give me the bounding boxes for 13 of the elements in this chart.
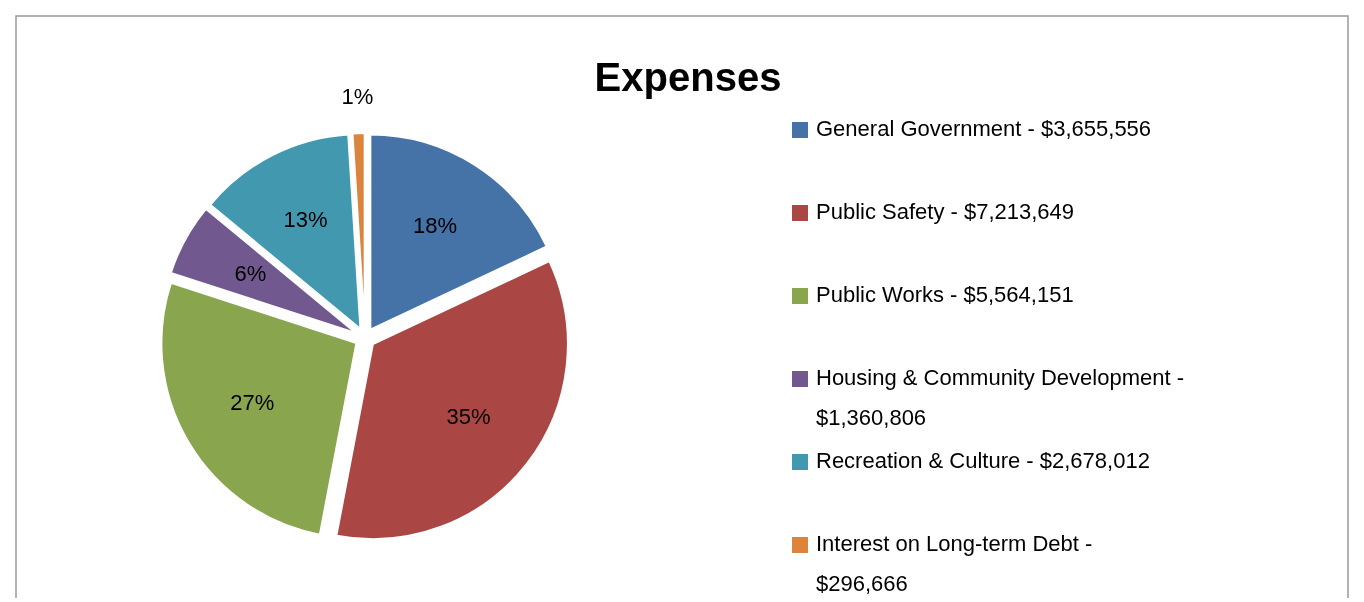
data-label: 27% — [230, 390, 275, 416]
data-label: 18% — [413, 213, 458, 239]
legend-label: Recreation & Culture - $2,678,012 — [816, 447, 1150, 473]
data-label: 6% — [234, 260, 267, 286]
legend-label: Interest on Long-term Debt - $296,666 — [816, 530, 1093, 596]
chart-title: Expenses — [594, 54, 782, 99]
legend-label: Public Works - $5,564,151 — [816, 281, 1074, 307]
legend-label: Housing & Community Development - $1,360,806 — [816, 364, 1185, 430]
legend-label: General Government - $3,655,556 — [816, 115, 1152, 141]
data-label: 1% — [341, 83, 374, 109]
data-label: 35% — [446, 404, 491, 430]
data-label: 13% — [283, 207, 328, 233]
legend-label: Public Safety - $7,213,649 — [816, 198, 1075, 224]
